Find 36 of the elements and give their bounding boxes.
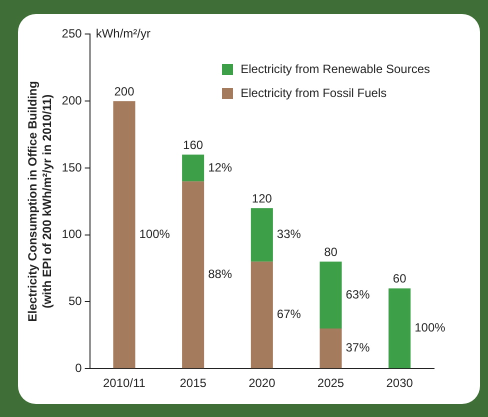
annotation: kWh/m²/yr	[96, 26, 150, 41]
x-tick-label: 2020	[248, 376, 276, 390]
annotation: 33%	[276, 227, 302, 242]
bar	[113, 101, 136, 368]
annotation: 67%	[276, 307, 302, 322]
legend-label: Electricity from Fossil Fuels	[240, 86, 387, 100]
legend-label: Electricity from Renewable Sources	[240, 62, 430, 76]
x-tick-label: 2010/11	[102, 376, 146, 390]
bar	[182, 154, 204, 182]
bar	[182, 181, 204, 368]
x-tick-label: 2030	[386, 376, 414, 390]
total-label: 60	[392, 272, 407, 286]
y-tick-label: 200	[62, 93, 82, 108]
bar	[250, 208, 273, 262]
total-label: 160	[183, 138, 204, 152]
annotation: 88%	[208, 267, 232, 282]
annotation: 100%	[414, 320, 446, 335]
total-label: 120	[252, 191, 272, 206]
x-tick-label: 2015	[180, 376, 207, 390]
bar	[320, 262, 342, 328]
y-tick-label: 100	[62, 227, 82, 242]
bar	[250, 262, 273, 368]
annotation: 37%	[346, 340, 370, 355]
x-tick-label: 2025	[317, 376, 344, 390]
total-label: 200	[114, 84, 135, 98]
annotation: 12%	[208, 160, 232, 174]
y-tick-label: 50	[68, 294, 82, 308]
y-tick-label: 150	[62, 160, 82, 174]
total-label: 80	[324, 244, 338, 259]
y-tick-label: 0	[75, 360, 82, 375]
y-tick-label: 250	[62, 26, 82, 41]
bar	[320, 328, 342, 368]
annotation: 63%	[346, 287, 370, 302]
annotation: 100%	[139, 226, 170, 241]
y-axis-title: Electricity Consumption in Office Building (with EPI of 200 kWh/m²/yr in 2010/11)	[26, 81, 54, 322]
bar	[388, 288, 411, 368]
